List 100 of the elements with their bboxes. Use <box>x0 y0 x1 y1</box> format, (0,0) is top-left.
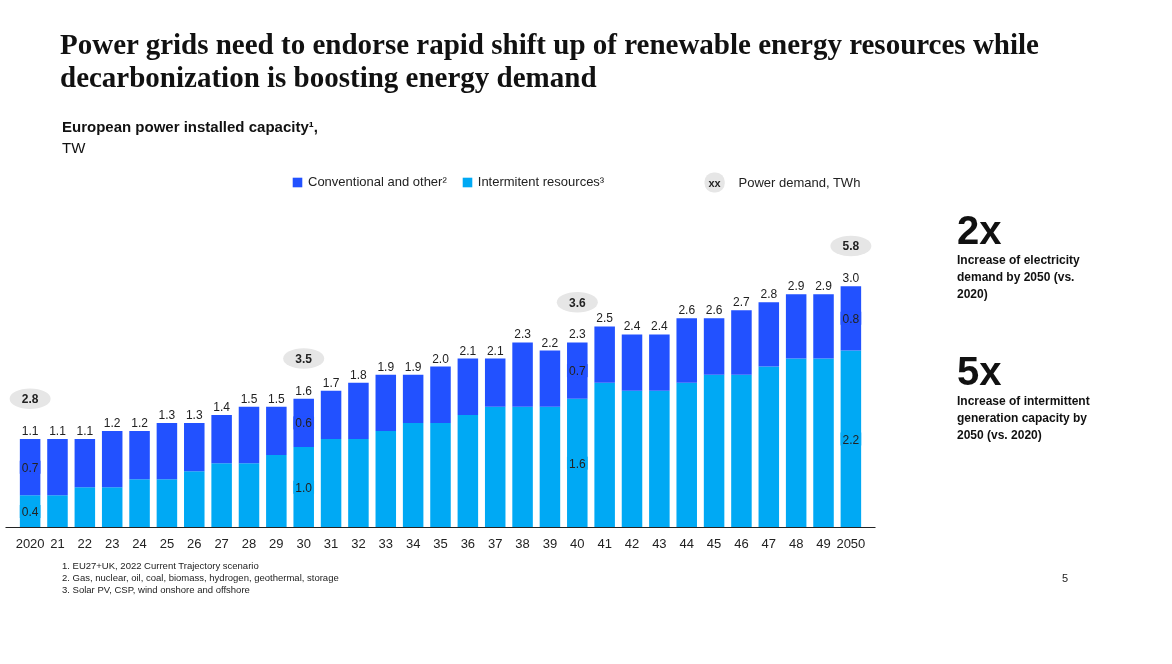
bar <box>703 318 725 375</box>
total-label: 2.3 <box>568 327 586 342</box>
bar <box>101 487 123 528</box>
total-label: 2.8 <box>760 287 778 302</box>
total-label: 1.3 <box>158 407 176 422</box>
total-label: 1.1 <box>21 424 39 439</box>
x-tick-label: 45 <box>706 535 722 551</box>
text: 1. EU27+UK, 2022 Current Trajectory scenario <box>62 560 259 571</box>
text: 2. Gas, nuclear, oil, coal, biomass, hydrogen, geothermal, storage <box>62 572 339 583</box>
data-label: 0.7 <box>568 364 586 379</box>
text: 3. Solar PV, CSP, wind onshore and offshore <box>62 584 250 595</box>
total-label: 1.5 <box>268 391 286 406</box>
x-tick-label: 47 <box>761 535 777 551</box>
total-label: 2.6 <box>705 303 723 318</box>
bar <box>266 406 287 456</box>
bar <box>758 302 780 367</box>
text: 2x <box>957 208 1003 252</box>
bar <box>348 439 369 528</box>
bar <box>484 358 506 407</box>
x-tick-label: 31 <box>323 535 339 551</box>
bar <box>430 422 451 528</box>
total-label: 2.1 <box>486 343 504 358</box>
text: Power demand, TWh <box>738 175 861 190</box>
legend-label: Intermitent resources³ <box>477 174 605 189</box>
bar <box>156 479 178 528</box>
total-label: 1.4 <box>213 399 231 414</box>
x-tick-label: 26 <box>187 535 202 551</box>
data-label: 0.7 <box>21 460 39 475</box>
bar <box>676 318 697 383</box>
x-tick-label: 32 <box>351 535 366 551</box>
total-label: 1.1 <box>76 424 94 439</box>
total-label: 1.8 <box>350 367 368 382</box>
data-label: 1.6 <box>568 456 586 471</box>
x-tick-label: 39 <box>542 535 558 551</box>
x-tick-label: 41 <box>597 535 612 551</box>
bar <box>402 374 424 423</box>
text: Increase of intermittent generation capacity by 2050 (vs. 2020) <box>957 393 1091 444</box>
annotation: 3.6 <box>568 295 586 310</box>
total-label: 2.6 <box>678 303 696 318</box>
x-tick-label: 2050 <box>836 535 866 551</box>
x-tick-label: 28 <box>241 535 257 551</box>
bar <box>47 495 68 528</box>
total-label: 2.2 <box>541 335 559 350</box>
x-tick-label: 27 <box>214 535 229 551</box>
bar <box>211 463 232 528</box>
x-tick-label: 24 <box>132 535 147 551</box>
bar <box>266 455 287 528</box>
total-label: 1.9 <box>377 359 395 374</box>
bar <box>430 366 451 423</box>
total-label: 1.3 <box>185 407 203 422</box>
x-tick-label: 34 <box>405 535 421 551</box>
bar <box>457 358 479 415</box>
annotation: 3.5 <box>295 352 313 367</box>
bar <box>785 358 807 528</box>
total-label: 1.1 <box>49 424 67 439</box>
bar <box>731 374 752 528</box>
x-tick-label: 44 <box>679 535 694 551</box>
bar <box>211 414 232 464</box>
x-tick-label: 2020 <box>15 535 45 551</box>
annotation: 2.8 <box>21 392 39 407</box>
bar <box>512 342 533 407</box>
bar <box>74 487 96 528</box>
total-label: 2.4 <box>651 319 669 334</box>
annotation: 5.8 <box>842 239 860 254</box>
bar <box>184 471 205 528</box>
bar <box>649 334 670 391</box>
data-label: 0.8 <box>842 311 860 326</box>
bar <box>813 358 834 528</box>
total-label: 1.9 <box>404 359 422 374</box>
total-label: 1.5 <box>240 391 258 406</box>
x-tick-label: 33 <box>378 535 394 551</box>
bar <box>621 390 643 528</box>
bar <box>594 382 615 528</box>
bar <box>649 390 670 528</box>
bar <box>703 374 725 528</box>
x-tick-label: 35 <box>433 535 448 551</box>
text: TW <box>62 139 86 157</box>
x-tick-label: 38 <box>515 535 530 551</box>
bar <box>47 439 68 496</box>
bar <box>375 374 397 431</box>
text: 5 <box>1062 571 1069 586</box>
total-label: 1.7 <box>322 375 340 390</box>
total-label: 1.2 <box>103 415 121 430</box>
bar <box>567 398 588 528</box>
total-label: 2.5 <box>596 311 614 326</box>
text: 5x <box>957 349 1003 393</box>
bar <box>129 430 150 480</box>
bar <box>74 439 96 488</box>
x-tick-label: 43 <box>652 535 667 551</box>
bar <box>457 414 479 528</box>
data-label: 0.4 <box>21 504 39 519</box>
bar <box>101 430 123 488</box>
data-label: 2.2 <box>842 432 860 447</box>
data-label: 0.6 <box>295 416 313 431</box>
bar <box>320 390 342 440</box>
total-label: 2.3 <box>514 327 532 342</box>
x-tick-label: 36 <box>460 535 476 551</box>
total-label: 2.7 <box>733 295 751 310</box>
x-tick-label: 46 <box>734 535 749 551</box>
bar <box>512 406 533 528</box>
